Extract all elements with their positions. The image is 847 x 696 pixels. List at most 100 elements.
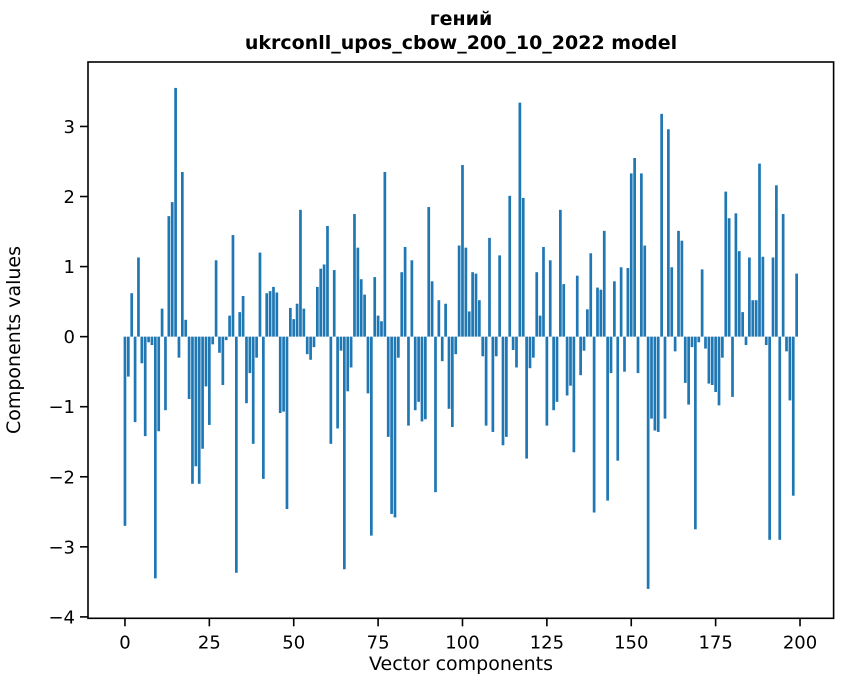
- bar: [795, 273, 798, 337]
- x-tick-label: 125: [530, 632, 564, 653]
- bar: [180, 172, 184, 337]
- bar: [265, 293, 269, 337]
- x-tick-label: 200: [783, 632, 817, 653]
- bar: [643, 245, 647, 337]
- bar: [629, 173, 633, 337]
- bar: [511, 336, 515, 350]
- bar: [383, 172, 387, 337]
- bar: [748, 257, 751, 337]
- bar: [562, 284, 566, 337]
- bar: [656, 336, 660, 432]
- bar: [437, 300, 441, 337]
- bar: [653, 336, 657, 431]
- bar: [444, 303, 447, 337]
- bar: [326, 225, 329, 337]
- bar: [494, 336, 498, 357]
- bar: [501, 336, 505, 446]
- bar: [751, 300, 755, 337]
- bar: [194, 336, 198, 467]
- bar: [690, 336, 694, 348]
- bar: [727, 218, 731, 337]
- bar: [164, 336, 167, 411]
- chart-title: гений ukrconll_upos_cbow_200_10_2022 mod…: [88, 8, 834, 56]
- bar: [636, 336, 640, 374]
- y-tick-label: 1: [64, 257, 75, 278]
- bar: [707, 336, 711, 384]
- bar: [295, 303, 299, 337]
- bar: [535, 272, 539, 337]
- bar: [518, 102, 522, 337]
- bar: [488, 237, 491, 337]
- bar: [741, 312, 744, 337]
- bar: [255, 336, 258, 358]
- bar: [582, 336, 586, 351]
- bar: [663, 336, 667, 419]
- bar: [545, 336, 549, 426]
- bar: [234, 336, 238, 573]
- bar: [410, 260, 414, 337]
- bar: [380, 321, 383, 337]
- bar: [778, 336, 782, 540]
- bar: [204, 336, 208, 387]
- bar: [484, 336, 488, 426]
- bar: [407, 336, 410, 426]
- bar: [275, 292, 279, 337]
- bar: [785, 336, 788, 352]
- bar: [231, 235, 235, 337]
- bar: [349, 336, 353, 368]
- bar: [130, 293, 134, 337]
- bar: [309, 336, 312, 360]
- bar: [559, 209, 562, 337]
- bar: [667, 129, 670, 337]
- bar: [258, 252, 262, 337]
- bar: [353, 214, 356, 337]
- bar: [724, 191, 728, 337]
- bar: [451, 336, 454, 428]
- bar: [781, 214, 785, 337]
- bar: [457, 245, 461, 337]
- bar: [650, 336, 653, 419]
- bar: [346, 336, 350, 392]
- bar: [555, 336, 559, 402]
- bar: [221, 336, 225, 385]
- bar: [589, 253, 593, 337]
- bar: [447, 336, 451, 409]
- bar: [126, 336, 130, 377]
- bar: [228, 315, 231, 337]
- y-tick-label: −4: [48, 607, 75, 628]
- bar: [218, 336, 221, 353]
- bar: [542, 246, 545, 337]
- bar: [791, 336, 795, 496]
- bar: [424, 336, 427, 420]
- bar: [211, 336, 215, 345]
- bar: [440, 336, 444, 362]
- bar: [572, 336, 576, 453]
- bar: [356, 247, 360, 337]
- bar: [532, 336, 535, 358]
- bar: [768, 336, 771, 540]
- bar: [170, 202, 174, 337]
- bar: [525, 336, 528, 459]
- bar: [329, 336, 333, 444]
- bar: [788, 336, 792, 401]
- bar: [704, 336, 707, 349]
- bar: [359, 279, 363, 337]
- bar: [677, 230, 680, 337]
- bar: [160, 308, 164, 337]
- bar: [498, 255, 501, 337]
- bar: [299, 209, 302, 337]
- bar: [710, 336, 714, 385]
- bar: [640, 173, 643, 337]
- bar: [262, 336, 265, 479]
- x-tick-label: 150: [614, 632, 648, 653]
- bar: [282, 336, 285, 412]
- bar: [434, 336, 437, 493]
- bar: [717, 336, 721, 406]
- x-tick-label: 0: [119, 632, 130, 653]
- bar: [214, 260, 218, 337]
- y-tick-label: −1: [48, 397, 75, 418]
- bar: [771, 257, 775, 337]
- bar: [343, 336, 346, 570]
- y-tick-label: −2: [48, 467, 75, 488]
